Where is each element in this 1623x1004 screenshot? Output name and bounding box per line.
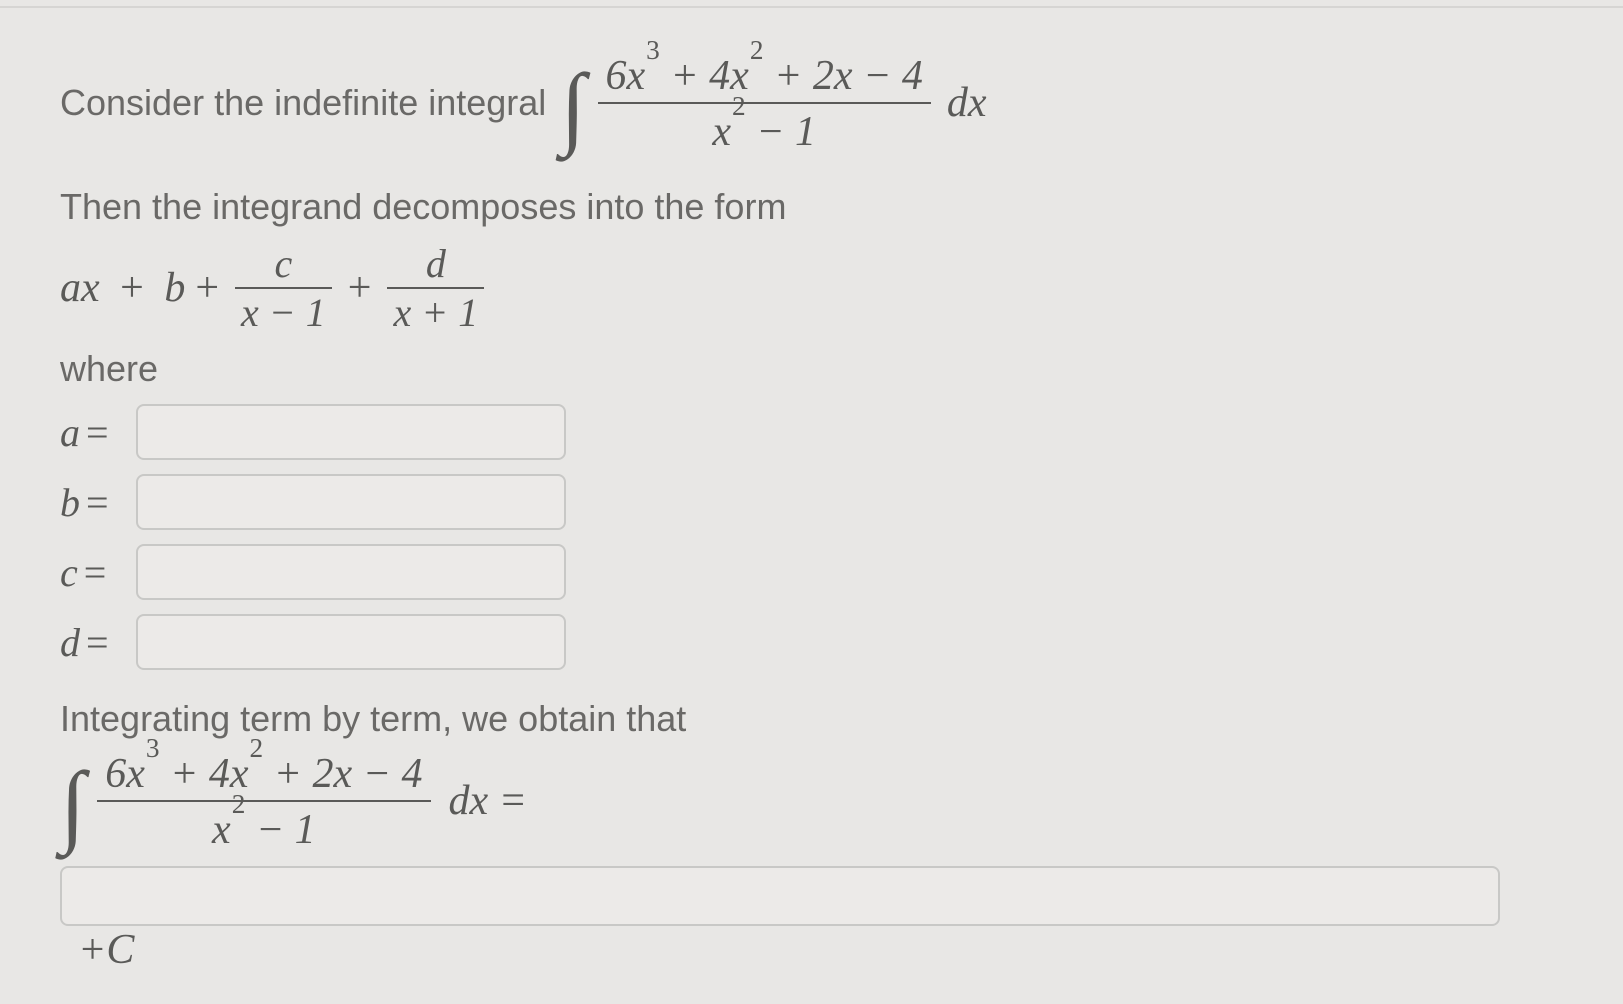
poly-part: ax + b xyxy=(60,264,185,312)
intro-text: Consider the indefinite integral xyxy=(60,82,546,124)
frac-d-num: d xyxy=(420,240,452,287)
row-c: c= xyxy=(60,544,1563,600)
top-divider xyxy=(0,6,1623,8)
conclusion-lead: Integrating term by term, we obtain that xyxy=(60,698,1563,740)
input-b[interactable] xyxy=(136,474,566,530)
dx-equals: dx = xyxy=(449,777,527,825)
frac-d: d x + 1 xyxy=(387,240,484,336)
frac-c-num: c xyxy=(269,240,299,287)
label-d: d= xyxy=(60,619,136,666)
label-b: b= xyxy=(60,479,136,526)
integral-sign-2: ∫ xyxy=(60,768,85,842)
label-a: a= xyxy=(60,409,136,456)
input-answer[interactable] xyxy=(60,866,1500,926)
row-a: a= xyxy=(60,404,1563,460)
decomposition-form: ax + b + c x − 1 + d x + 1 xyxy=(60,240,1563,336)
integral-sign: ∫ xyxy=(560,70,585,144)
problem-page: Consider the indefinite integral ∫ 6x3 +… xyxy=(0,0,1623,1004)
plus-C: +C xyxy=(78,926,134,974)
input-d[interactable] xyxy=(136,614,566,670)
dx: dx xyxy=(947,79,987,127)
decompose-lead: Then the integrand decomposes into the f… xyxy=(60,186,1563,228)
input-a[interactable] xyxy=(136,404,566,460)
frac-d-den: x + 1 xyxy=(387,289,484,336)
result-integral: ∫ 6x3 + 4x2 + 2x − 4 x2 − 1 dx = xyxy=(60,746,1563,856)
label-c: c= xyxy=(60,549,136,596)
where-label: where xyxy=(60,348,1563,390)
integrand-denominator: x2 − 1 xyxy=(704,104,824,158)
answer-row: +C xyxy=(60,866,1563,974)
integrand-numerator: 6x3 + 4x2 + 2x − 4 xyxy=(598,48,931,102)
row-d: d= xyxy=(60,614,1563,670)
row-b: b= xyxy=(60,474,1563,530)
plus-1: + xyxy=(195,264,219,312)
frac-c-den: x − 1 xyxy=(235,289,332,336)
problem-statement: Consider the indefinite integral ∫ 6x3 +… xyxy=(60,48,1563,158)
result-numerator: 6x3 + 4x2 + 2x − 4 xyxy=(97,746,430,800)
plus-2: + xyxy=(348,264,372,312)
integrand-fraction: 6x3 + 4x2 + 2x − 4 x2 − 1 xyxy=(598,48,931,158)
input-c[interactable] xyxy=(136,544,566,600)
result-denominator: x2 − 1 xyxy=(204,802,324,856)
frac-c: c x − 1 xyxy=(235,240,332,336)
result-fraction: 6x3 + 4x2 + 2x − 4 x2 − 1 xyxy=(97,746,430,856)
